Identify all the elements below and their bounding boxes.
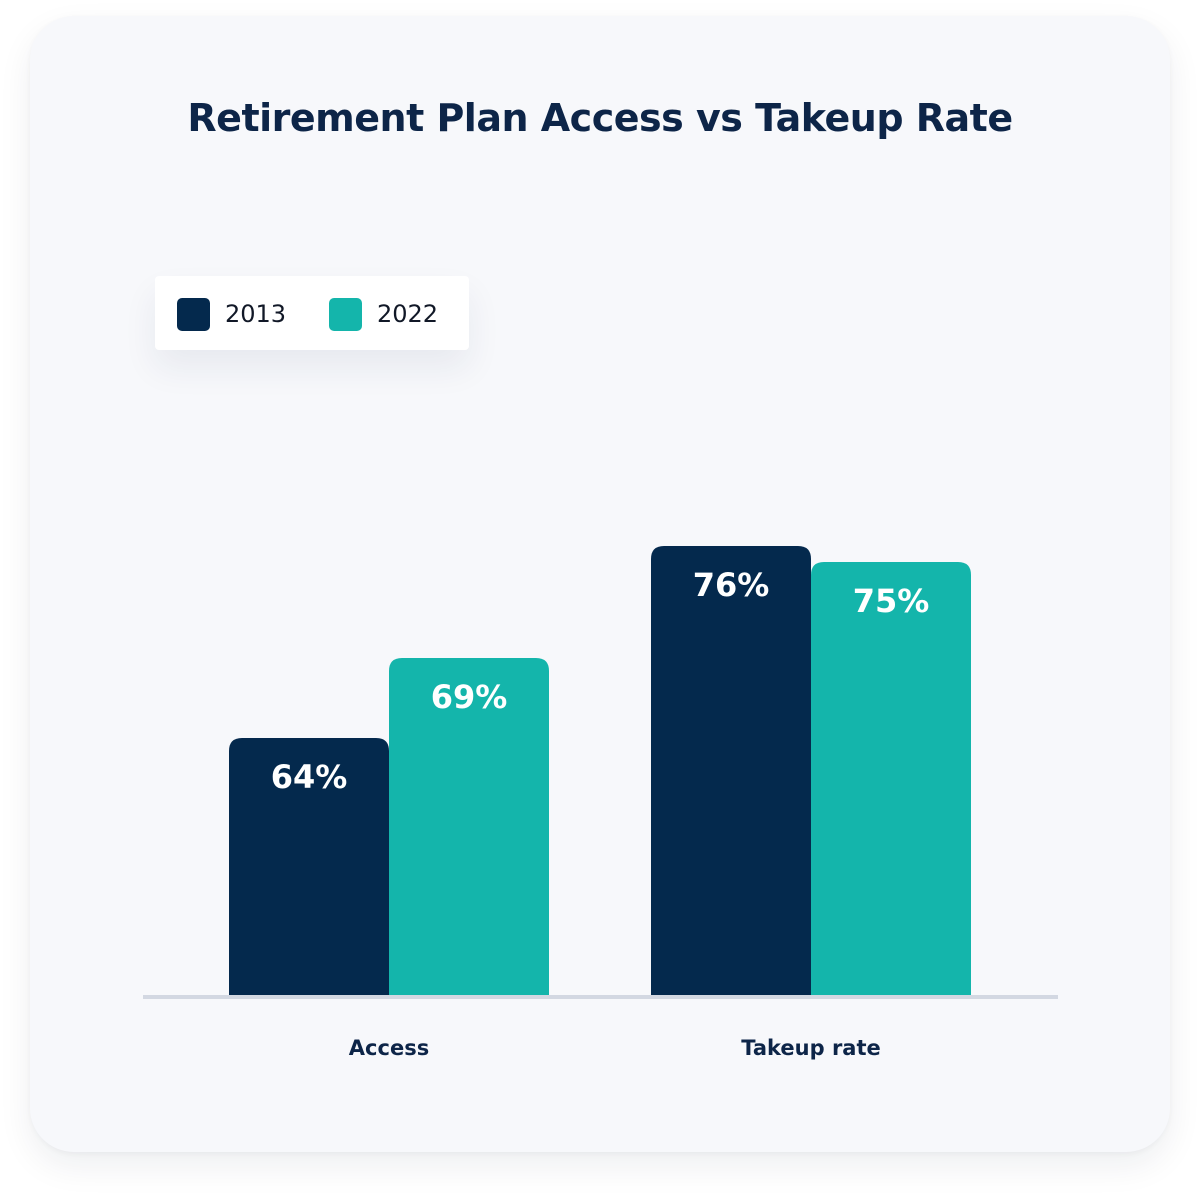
chart-title: Retirement Plan Access vs Takeup Rate: [187, 96, 1013, 140]
legend-item-2013: 2013: [177, 297, 287, 331]
bar-value-label: 69%: [431, 678, 508, 716]
bar-value-label: 64%: [271, 758, 348, 796]
legend-swatch-2022: [329, 297, 362, 331]
bar-value-label: 75%: [853, 582, 930, 620]
bar-access-2022: [389, 658, 549, 996]
bar-takeup-rate-2022: [811, 562, 971, 996]
chart-card: [30, 16, 1170, 1152]
legend-swatch-2013: [177, 297, 210, 331]
bar-access-2013: [229, 738, 389, 996]
legend-label-2013: 2013: [225, 300, 287, 328]
bar-value-label: 76%: [693, 566, 770, 604]
legend-item-2022: 2022: [329, 297, 439, 331]
legend: 2013 2022: [155, 276, 469, 350]
bar-takeup-rate-2013: [651, 546, 811, 996]
legend-label-2022: 2022: [377, 300, 439, 328]
category-label: Access: [349, 1036, 429, 1060]
category-label: Takeup rate: [741, 1036, 881, 1060]
